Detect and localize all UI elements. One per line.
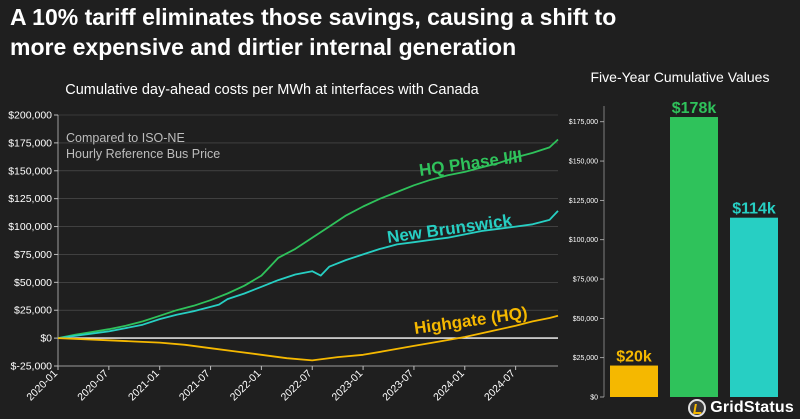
headline-line-1: A 10% tariff eliminates those savings, c… [10,4,617,30]
bar-y-tick-label: $175,000 [569,119,598,126]
bar-data-label: $20k [616,349,652,366]
bar-chart: Five-Year Cumulative Values $0 $25,000 $50,… [569,69,778,402]
y-tick-label: $150,000 [8,165,52,177]
bar-y-tick-label: $25,000 [573,355,598,362]
x-tick-label: 2023-01 [329,368,365,404]
y-tick-label: $25,000 [14,305,52,317]
series-label-highgate: Highgate (HQ) [413,303,529,338]
series-new-brunswick-line [57,210,559,339]
bar-y-tick-label: $0 [590,395,598,402]
x-tick-label: 2021-07 [177,368,213,404]
bar-data-label: $114k [732,201,776,218]
x-tick-label: 2024-01 [431,368,467,404]
bar-y-tick-label: $125,000 [569,198,598,205]
x-tick-label: 2022-07 [279,368,315,404]
x-tick-label: 2024-07 [482,368,518,404]
chart-annotation-line: Compared to ISO-NE [66,131,185,145]
bar-y-tick-label: $100,000 [569,237,598,244]
y-tick-label: $50,000 [14,277,52,289]
y-tick-label: $75,000 [14,249,52,261]
bar-chart-title: Five-Year Cumulative Values [591,69,770,85]
bar-hq-phase [670,117,718,398]
bar-data-label: $178k [672,100,717,117]
series-highgate-line [57,314,559,362]
bar-new-brunswick [730,217,778,397]
y-tick-label: $100,000 [8,221,52,233]
x-tick-label: 2021-01 [126,368,162,404]
bar-y-tick-label: $150,000 [569,159,598,166]
series-hq-phase-line [57,138,559,339]
y-tick-label: $175,000 [8,137,52,149]
headline: A 10% tariff eliminates those savings, c… [10,2,790,62]
series-label-new-brunswick: New Brunswick [386,211,514,247]
logo-text: GridStatus [710,399,794,416]
x-tick-label: 2020-07 [75,368,111,404]
bar-y-tick-label: $75,000 [573,277,598,284]
headline-line-2: more expensive and dirtier internal gene… [10,34,517,60]
x-tick-label: 2020-01 [24,368,60,404]
y-tick-label: $0 [40,333,52,345]
line-chart: Cumulative day-ahead costs per MWh at in… [8,82,559,404]
chart-annotation-line: Hourly Reference Bus Price [66,147,220,161]
bar-y-tick-label: $50,000 [573,316,598,323]
y-tick-label: $-25,000 [11,361,53,373]
line-chart-title: Cumulative day-ahead costs per MWh at in… [65,82,479,98]
grid-status-logo-icon [688,399,707,417]
y-tick-label: $200,000 [8,110,52,122]
bar-highgate [610,365,658,397]
grid-status-logo: GridStatus [688,397,794,419]
chart-annotation: Compared to ISO-NE Hourly Reference Bus P… [66,131,220,161]
x-tick-label: 2023-07 [380,368,416,404]
x-tick-label: 2022-01 [228,368,264,404]
series-label-hq-phase: HQ Phase I/II [418,147,524,180]
y-tick-label: $125,000 [8,193,52,205]
